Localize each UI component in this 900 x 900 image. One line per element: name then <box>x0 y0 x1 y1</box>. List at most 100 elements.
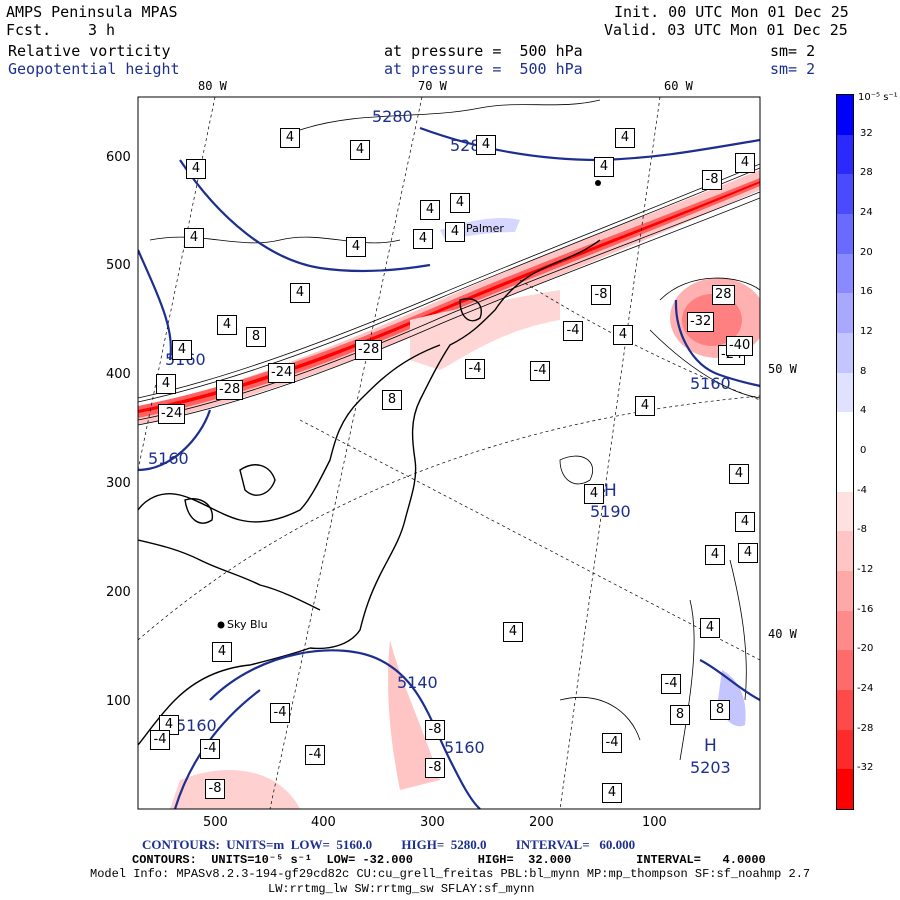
vorticity-contour-label: 4 <box>615 128 635 148</box>
colorbar-tick-label: 24 <box>860 207 873 218</box>
height-label: 5280 <box>372 107 413 126</box>
colorbar-tick-label: 0 <box>860 445 867 456</box>
colorbar-segment <box>837 769 853 810</box>
colorbar-segment <box>837 650 853 691</box>
field1-name: Relative vorticity <box>8 42 171 60</box>
lon-label-60w: 60 W <box>664 79 693 93</box>
x-tick: 100 <box>642 815 667 830</box>
vorticity-contour-label: -4 <box>563 321 583 341</box>
colorbar-tick-label: -28 <box>857 722 874 734</box>
vorticity-contour-label: 4 <box>613 325 633 345</box>
height-label: 5160 <box>176 716 217 735</box>
high-center-value: 5190 <box>590 502 631 521</box>
vorticity-contour-label: -28 <box>216 380 244 400</box>
field1-smoothing: sm= 2 <box>770 42 816 60</box>
vorticity-contour-label: 4 <box>280 128 300 148</box>
vorticity-contour-label: 4 <box>290 283 310 303</box>
colorbar-segment <box>837 610 853 651</box>
colorbar-segment <box>837 531 853 572</box>
footer-vorticity-contours: CONTOURS: UNITS=10⁻⁵ s⁻¹ LOW= -32.000 HI… <box>132 853 766 867</box>
vorticity-contour-label: -8 <box>702 170 722 190</box>
y-tick: 600 <box>106 150 131 165</box>
height-contour-5160-inner <box>138 409 212 472</box>
y-tick: 400 <box>106 367 131 382</box>
colorbar-tick-label: 32 <box>860 127 873 139</box>
colorbar-tick-label: 4 <box>860 405 867 417</box>
lon-label-80w: 80 W <box>198 79 227 93</box>
colorbar-tick-label: 28 <box>860 167 873 179</box>
vorticity-contour-label: -4 <box>602 733 622 753</box>
init-time: Init. 00 UTC Mon 01 Dec 25 <box>614 3 849 21</box>
y-tick: 300 <box>106 476 131 491</box>
vorticity-contour-label: 28 <box>712 285 735 305</box>
vorticity-contour-label: 4 <box>346 237 366 257</box>
colorbar <box>836 94 854 810</box>
field2-pressure: at pressure = 500 hPa <box>384 60 583 78</box>
vorticity-contour-label: 4 <box>413 229 433 249</box>
lon-label-70w: 70 W <box>418 79 447 93</box>
vorticity-contour-label: 4 <box>186 159 206 179</box>
vorticity-contour-label: 4 <box>602 783 622 803</box>
colorbar-segment <box>837 729 853 770</box>
plot-title: AMPS Peninsula MPAS <box>6 3 178 21</box>
colorbar-segment <box>837 491 853 532</box>
vorticity-contour-label: 4 <box>705 545 725 565</box>
station-label-sky-blu: Sky Blu <box>227 618 268 631</box>
vorticity-contour-label: 4 <box>700 618 720 638</box>
vorticity-contour-label: 4 <box>635 396 655 416</box>
colorbar-tick-label: -4 <box>857 484 867 496</box>
vorticity-contour-label: 4 <box>350 140 370 160</box>
vorticity-contour-label: -8 <box>205 779 225 799</box>
height-contour-5140 <box>209 649 481 809</box>
colorbar-segment <box>837 333 853 374</box>
colorbar-tick-label: 20 <box>860 246 873 258</box>
vorticity-contour-label: 4 <box>476 135 496 155</box>
colorbar-tick-label: -20 <box>857 643 874 655</box>
vorticity-contour-label: -4 <box>465 359 485 379</box>
height-contour-5160-east <box>699 659 760 701</box>
lon-label-50w: 50 W <box>768 362 797 376</box>
vorticity-contour-label: -32 <box>687 312 715 332</box>
colorbar-segment <box>837 571 853 612</box>
height-contour-5280-west <box>179 159 431 273</box>
vorticity-contour-label: 4 <box>450 193 470 213</box>
height-contour-5160 <box>138 249 172 361</box>
y-tick: 100 <box>106 694 131 709</box>
vorticity-contour-label: -4 <box>661 674 681 694</box>
vorticity-contour-label: 8 <box>710 700 730 720</box>
vorticity-contour-label: 4 <box>156 374 176 394</box>
valid-time: Valid. 03 UTC Mon 01 Dec 25 <box>604 21 848 39</box>
colorbar-segment <box>837 253 853 294</box>
vorticity-contour-label: 4 <box>735 153 755 173</box>
vorticity-contour-label: -4 <box>530 361 550 381</box>
vorticity-contour-label: -4 <box>305 745 325 765</box>
colorbar-segment <box>837 412 853 453</box>
footer-physics: LW:rrtmg_lw SW:rrtmg_sw SFLAY:sf_mynn <box>268 882 535 896</box>
vorticity-contour-label: -8 <box>425 758 445 778</box>
vorticity-patch <box>388 640 440 790</box>
height-label: 5160 <box>690 374 731 393</box>
colorbar-tick-label: -12 <box>857 564 874 575</box>
vorticity-contour-label: 4 <box>594 157 614 177</box>
colorbar-tick-label: -8 <box>857 524 867 536</box>
vorticity-contour-label: 4 <box>735 512 755 532</box>
height-label: 5140 <box>397 673 438 692</box>
x-tick: 300 <box>420 815 445 830</box>
colorbar-segment <box>837 293 853 334</box>
colorbar-tick-label: -32 <box>857 762 874 774</box>
colorbar-segment <box>837 174 853 215</box>
colorbar-tick-label: -16 <box>857 603 874 615</box>
vorticity-contour-label: 4 <box>584 484 604 504</box>
colorbar-unit: 10⁻⁵ s⁻¹ <box>858 92 898 103</box>
field2-smoothing: sm= 2 <box>770 60 816 78</box>
colorbar-tick-label: -24 <box>857 683 874 694</box>
x-tick: 200 <box>529 815 554 830</box>
y-tick: 200 <box>106 585 131 600</box>
field1-pressure: at pressure = 500 hPa <box>384 42 583 60</box>
vorticity-contour-label: -8 <box>425 720 445 740</box>
station-marker <box>595 180 601 186</box>
high-center-value: 5203 <box>690 758 731 777</box>
station-label-palmer: Palmer <box>466 222 504 235</box>
colorbar-segment <box>837 690 853 731</box>
vorticity-band-light <box>138 170 760 425</box>
